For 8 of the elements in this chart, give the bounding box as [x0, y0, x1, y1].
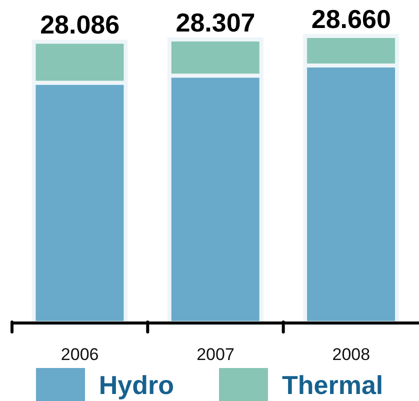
annotation: 28.660 — [311, 4, 391, 34]
x-tick-label: 2008 — [332, 345, 370, 364]
x-tick-label: 2007 — [196, 345, 234, 364]
annotation: 28.086 — [40, 10, 120, 40]
annotation: 28.307 — [176, 7, 256, 38]
x-tick-label: 2006 — [60, 345, 99, 364]
series-label: Hydro — [98, 370, 174, 400]
legend-label: Thermal — [282, 370, 384, 400]
